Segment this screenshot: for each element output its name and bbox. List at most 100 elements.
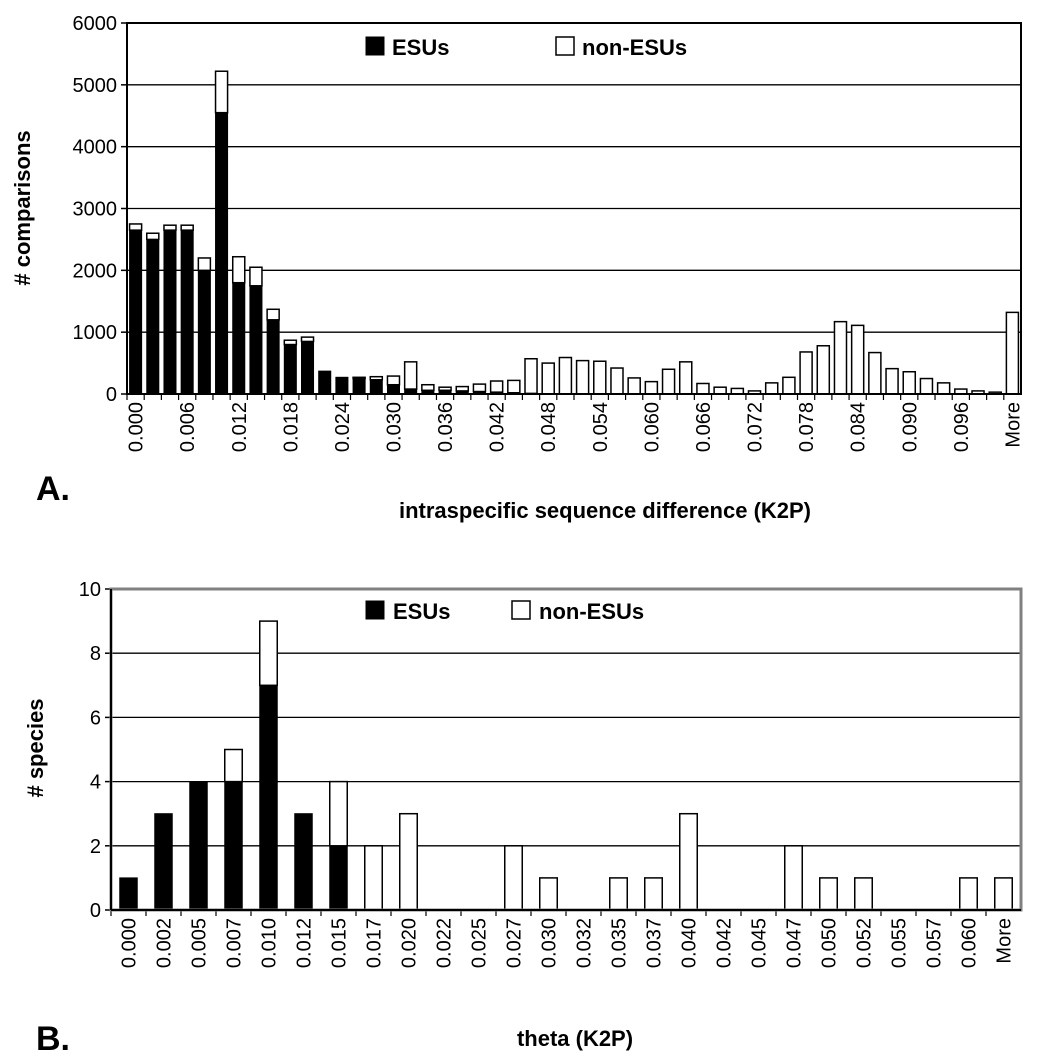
legend-label-esus: ESUs: [392, 35, 449, 60]
x-tick-label: 0.012: [229, 402, 251, 452]
x-tick-label: 0.017: [364, 918, 386, 968]
bar-esu: [129, 229, 143, 395]
x-tick-label: 0.018: [280, 402, 302, 452]
bar-esu: [163, 229, 177, 395]
bar-non-esu: [799, 351, 813, 395]
bar-non-esu: [644, 877, 663, 911]
x-tick-label: 0.036: [435, 402, 457, 452]
bar-non-esu: [854, 877, 873, 911]
x-tick-label: 0.090: [899, 402, 921, 452]
bar-non-esu: [784, 845, 803, 911]
bar-non-esu: [300, 336, 315, 343]
bar-esu: [259, 684, 278, 911]
bar-non-esu: [885, 367, 899, 395]
bar-non-esu: [180, 224, 194, 231]
bar-non-esu: [609, 877, 628, 911]
bar-non-esu: [627, 377, 641, 395]
bar-esu: [329, 845, 348, 911]
bar-esu: [180, 229, 194, 395]
bar-non-esu: [399, 812, 418, 911]
x-tick-label: 0.032: [574, 918, 596, 968]
bar-non-esu: [421, 383, 435, 392]
x-tick-label: 0.030: [539, 918, 561, 968]
bar-non-esu: [644, 380, 659, 395]
bar-non-esu: [679, 812, 698, 911]
bar-esu: [301, 340, 315, 395]
bar-non-esu: [696, 382, 710, 395]
x-tick-label: 0.012: [294, 918, 316, 968]
y-tick-label: 3000: [73, 199, 118, 221]
bar-non-esu: [197, 257, 212, 272]
bar-non-esu: [249, 266, 263, 287]
bar-esu: [294, 813, 313, 911]
bar-non-esu: [919, 377, 934, 395]
bar-esu: [266, 319, 280, 395]
bar-non-esu: [610, 367, 624, 395]
bar-esu: [189, 781, 208, 911]
legend-swatch-non-esus: [555, 36, 575, 56]
bar-non-esu: [369, 375, 384, 381]
bar-esu: [352, 378, 366, 395]
legend: ESUs non-ESUs: [365, 599, 644, 624]
x-tick-label: 0.022: [434, 918, 456, 968]
x-tick-label: 0.000: [126, 402, 148, 452]
bar-non-esu: [507, 379, 521, 394]
bar-esu: [224, 781, 243, 911]
bar-esu: [249, 285, 263, 395]
x-tick-label: 0.072: [745, 402, 767, 452]
x-tick-label: 0.066: [693, 402, 715, 452]
bar-esu: [197, 269, 211, 395]
legend-label-non-esus: non-ESUs: [582, 35, 687, 60]
bar-esu: [232, 282, 246, 395]
bar-non-esu: [782, 376, 796, 395]
x-tick-label: 0.055: [889, 918, 911, 968]
x-tick-label: 0.006: [177, 402, 199, 452]
x-tick-label: 0.096: [951, 402, 973, 452]
bar-esu: [335, 376, 349, 395]
y-tick-label: 5000: [73, 75, 118, 97]
x-tick-label: 0.078: [796, 402, 818, 452]
legend-swatch-esus: [365, 36, 385, 56]
bar-non-esu: [539, 877, 558, 911]
x-tick-label: 0.015: [329, 918, 351, 968]
bar-non-esu: [816, 345, 831, 395]
bar-non-esu: [661, 368, 676, 395]
bar-non-esu: [224, 748, 243, 783]
x-tick-label: 0.045: [749, 918, 771, 968]
bar-non-esu: [524, 358, 538, 395]
y-tick-label: 0: [106, 384, 117, 406]
bar-non-esu: [541, 362, 555, 395]
x-tick-label: 0.052: [854, 918, 876, 968]
bar-non-esu: [558, 356, 573, 395]
x-axis-title: intraspecific sequence difference (K2P): [399, 498, 811, 523]
legend-swatch-non-esus: [511, 600, 531, 620]
bar-non-esu: [455, 385, 470, 392]
bar-non-esu: [386, 375, 401, 386]
y-tick-label: 4000: [73, 137, 118, 159]
x-tick-label: 0.000: [119, 918, 141, 968]
x-tick-label: 0.057: [924, 918, 946, 968]
bar-non-esu: [364, 845, 383, 911]
chart-panel-a: 0 1000 2000 3000 4000 5000 6000 0.000 0.006 0.012…: [10, 13, 1024, 523]
y-tick-label: 0: [90, 900, 101, 922]
bar-non-esu: [959, 877, 978, 911]
x-tick-label: 0.007: [224, 918, 246, 968]
bar-non-esu: [438, 386, 452, 392]
x-tick-label: 0.054: [590, 402, 612, 452]
bar-non-esu: [575, 359, 590, 395]
x-tick-label: 0.042: [487, 402, 509, 452]
legend-swatch-esus: [365, 600, 385, 620]
bar-esu: [386, 384, 400, 395]
bar-non-esu: [472, 383, 487, 393]
bar-esu: [215, 112, 229, 395]
bar-non-esu: [231, 255, 246, 284]
bar-non-esu: [936, 382, 951, 395]
bar-non-esu: [850, 324, 865, 395]
bar-non-esu: [764, 382, 779, 395]
x-tick-label: 0.050: [819, 918, 841, 968]
x-tick-label: 0.027: [504, 918, 526, 968]
bar-non-esu: [352, 376, 366, 380]
bar-non-esu: [259, 620, 278, 687]
x-tick-label: 0.010: [259, 918, 281, 968]
